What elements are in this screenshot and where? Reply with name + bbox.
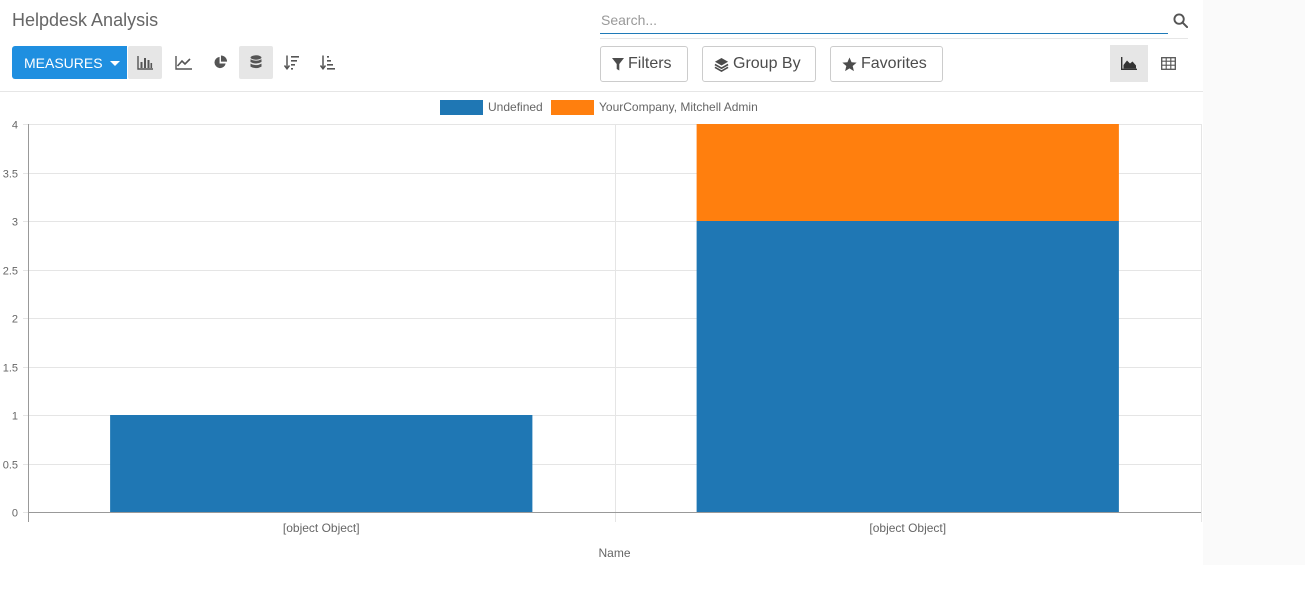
favorites-label: Favorites [861,55,927,72]
graph-view-button[interactable] [1110,45,1148,82]
stacked-toggle-button[interactable] [239,46,273,79]
filters-label: Filters [628,55,672,72]
y-tick-label: 2.5 [3,266,18,278]
sort-amount-asc-icon [320,55,335,70]
measures-dropdown-button[interactable]: MEASURES [12,46,127,79]
search-box [600,8,1168,34]
line-chart-icon [174,55,192,70]
x-tick-label: [object Object] [869,521,946,535]
pivot-view-button[interactable] [1149,45,1187,82]
legend-label-undefined[interactable]: Undefined [488,100,543,114]
measures-label: MEASURES [24,54,103,71]
bar-chart-icon [137,55,153,70]
right-margin [1203,0,1305,565]
filter-icon [612,57,624,70]
star-icon [842,56,857,71]
legend-swatch-company[interactable] [551,100,594,115]
graph-container: 0 0.5 1 1.5 2 2.5 3 3.5 4 [object Object] [object … [0,93,1203,565]
group-by-label: Group By [733,55,801,72]
table-icon [1160,57,1176,70]
line-chart-button[interactable] [166,46,200,79]
y-tick-label: 3 [12,217,18,229]
pie-chart-button[interactable] [203,46,237,79]
area-chart-icon [1121,57,1137,70]
y-tick-label: 2 [12,314,18,326]
bar-company-1[interactable] [696,124,1119,221]
legend-label-company[interactable]: YourCompany, Mitchell Admin [599,100,758,114]
y-tick-label: 3.5 [3,169,18,181]
database-icon [250,55,262,69]
sort-amount-desc-icon [284,55,299,70]
bar-chart-button[interactable] [128,46,162,79]
search-input[interactable] [600,8,1168,32]
stacked-bar-chart: 0 0.5 1 1.5 2 2.5 3 3.5 4 [object Object] [object … [3,100,1202,560]
page-title: Helpdesk Analysis [12,10,159,30]
filters-button[interactable]: Filters [600,46,688,82]
x-axis-title: Name [598,546,630,560]
pie-chart-icon [213,55,227,69]
sort-ascending-button[interactable] [311,46,345,79]
search-icon[interactable] [1170,10,1190,30]
caret-down-icon [109,60,120,66]
bar-undefined-0[interactable] [110,415,533,512]
y-tick-label: 0.5 [3,460,18,472]
y-tick-label: 4 [12,120,18,132]
legend-swatch-undefined[interactable] [440,100,483,115]
y-tick-label: 0 [12,508,18,520]
favorites-button[interactable]: Favorites [830,46,943,82]
app-window: Helpdesk Analysis MEASURES [0,0,1203,565]
control-panel: Helpdesk Analysis MEASURES [0,0,1203,92]
search-divider [600,38,1188,39]
layers-icon [714,57,729,72]
y-tick-label: 1 [12,411,18,423]
sort-descending-button[interactable] [275,46,309,79]
group-by-button[interactable]: Group By [702,46,816,82]
bar-undefined-1[interactable] [696,221,1119,512]
y-tick-label: 1.5 [3,363,18,375]
x-tick-label: [object Object] [283,521,360,535]
